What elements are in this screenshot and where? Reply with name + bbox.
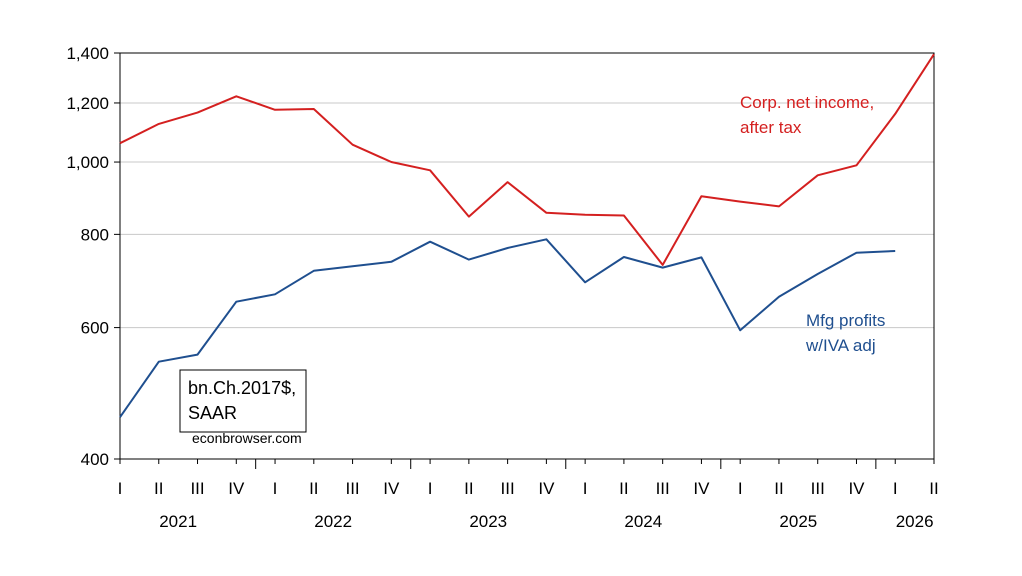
x-tick-label: I (273, 479, 278, 498)
x-tick-label: I (428, 479, 433, 498)
red-series-label-line-1: Corp. net income, (740, 93, 874, 112)
x-tick-label: II (619, 479, 628, 498)
x-tick-label: II (929, 479, 938, 498)
x-tick-label: III (501, 479, 515, 498)
year-label: 2021 (159, 512, 197, 531)
units-note-line-2: SAAR (188, 403, 237, 423)
y-tick-label: 1,400 (66, 44, 109, 63)
x-tick-label: IV (848, 479, 865, 498)
year-label: 2024 (624, 512, 662, 531)
x-tick-label: I (893, 479, 898, 498)
x-tick-label: III (656, 479, 670, 498)
red-series-label-line-2: after tax (740, 118, 802, 137)
year-label: 2022 (314, 512, 352, 531)
corp-net-income-line (119, 53, 935, 266)
y-tick-label: 600 (81, 319, 109, 338)
x-tick-label: II (464, 479, 473, 498)
x-tick-label: III (345, 479, 359, 498)
credit-text: econbrowser.com (192, 430, 302, 446)
x-tick-label: II (154, 479, 163, 498)
x-tick-label: I (583, 479, 588, 498)
y-tick-label: 1,200 (66, 94, 109, 113)
x-tick-label: IV (228, 479, 245, 498)
x-tick-label: I (738, 479, 743, 498)
x-tick-label: III (190, 479, 204, 498)
red-series-label: Corp. net income, after tax (740, 93, 874, 137)
x-tick-label: II (774, 479, 783, 498)
year-label: 2025 (779, 512, 817, 531)
gridlines (120, 102, 934, 329)
y-axis: 400 600 800 1,000 1,200 1,400 (66, 44, 120, 469)
x-tick-label: II (309, 479, 318, 498)
blue-series-label-line-2: w/IVA adj (805, 336, 876, 355)
year-label: 2026 (896, 512, 934, 531)
y-tick-label: 800 (81, 225, 109, 244)
x-tick-label: IV (693, 479, 710, 498)
x-tick-label: III (811, 479, 825, 498)
x-tick-label: I (118, 479, 123, 498)
plot-frame (119, 52, 935, 460)
year-label: 2023 (469, 512, 507, 531)
series-lines (119, 53, 935, 418)
y-tick-label: 400 (81, 450, 109, 469)
units-note-line-1: bn.Ch.2017$, (188, 378, 296, 398)
units-note: bn.Ch.2017$, SAAR (179, 369, 307, 433)
blue-series-label-line-1: Mfg profits (806, 311, 885, 330)
blue-series-label: Mfg profits w/IVA adj (805, 311, 885, 355)
x-tick-label: IV (538, 479, 555, 498)
x-tick-label: IV (383, 479, 400, 498)
x-axis: I II III IV I II III IV I II III IV I II III IV I II III IV… (118, 459, 939, 531)
units-note-box (179, 369, 307, 433)
y-tick-label: 1,000 (66, 153, 109, 172)
mfg-profits-line (119, 238, 896, 418)
